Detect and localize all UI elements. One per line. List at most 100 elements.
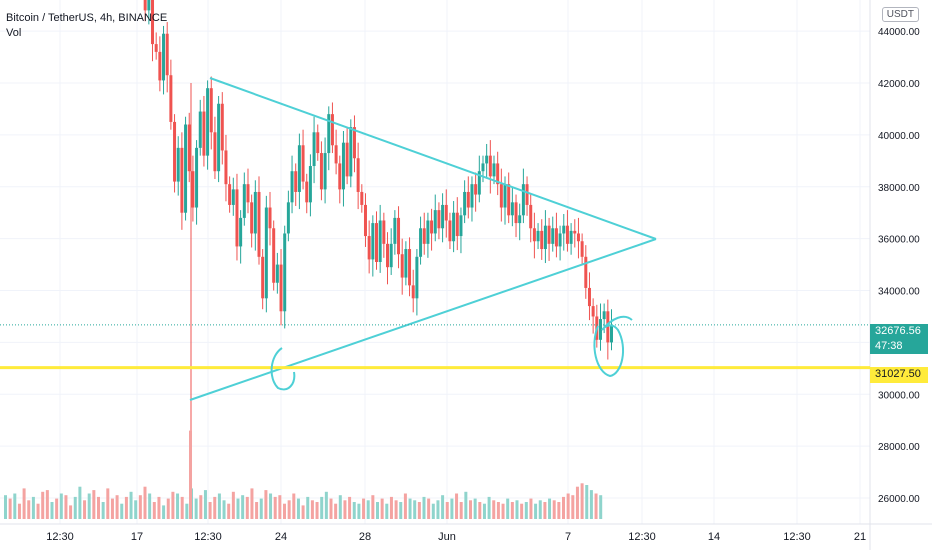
volume-bar xyxy=(45,490,49,519)
candle-body xyxy=(393,217,397,244)
candle-body xyxy=(510,202,514,216)
volume-bar xyxy=(241,495,245,519)
volume-bar xyxy=(594,493,598,519)
volume-bar xyxy=(506,498,510,519)
volume-bar xyxy=(571,495,575,519)
candle-body xyxy=(272,228,276,283)
candle-body xyxy=(231,189,235,205)
volume-bar xyxy=(450,498,454,519)
candle-body xyxy=(169,75,173,122)
candle-body xyxy=(151,0,155,45)
volume-bar xyxy=(487,496,491,519)
candle-body xyxy=(580,241,584,257)
annotation-circle-left[interactable] xyxy=(270,347,296,391)
y-tick-label: 34000.00 xyxy=(878,287,920,298)
volume-bar xyxy=(329,498,333,519)
candle-body xyxy=(220,103,224,151)
volume-bar xyxy=(22,488,26,519)
triangle-lower-trendline[interactable] xyxy=(189,238,657,401)
candle-body xyxy=(536,230,540,242)
triangle-upper-trendline[interactable] xyxy=(209,77,657,240)
volume-bar xyxy=(357,503,361,519)
candle-body xyxy=(301,145,305,182)
candle-body xyxy=(224,150,228,185)
x-tick-label: 12:30 xyxy=(194,531,222,543)
candle-body xyxy=(547,225,551,244)
volume-bar xyxy=(310,500,314,519)
candle-body xyxy=(386,243,390,268)
currency-unit-badge[interactable]: USDT xyxy=(881,7,919,22)
candle-body xyxy=(367,236,371,260)
candle-body xyxy=(400,254,404,278)
volume-bar xyxy=(320,496,324,519)
candle-body xyxy=(312,132,316,167)
volume-bar xyxy=(189,430,192,519)
candle-body xyxy=(466,191,470,208)
volume-bar xyxy=(599,495,603,519)
volume-bar xyxy=(124,496,128,519)
volume-bar xyxy=(166,498,170,519)
candle-body xyxy=(437,210,441,229)
volume-bar xyxy=(129,491,133,519)
volume-bar xyxy=(362,498,366,519)
candle-body xyxy=(492,163,496,177)
volume-bar xyxy=(520,503,524,519)
volume-bar xyxy=(348,496,352,519)
volume-bar xyxy=(157,496,161,519)
y-tick-label: 36000.00 xyxy=(878,235,920,246)
y-tick-label: 44000.00 xyxy=(878,27,920,38)
candle-body xyxy=(610,324,613,343)
candle-body xyxy=(338,163,342,190)
volume-bar xyxy=(524,502,528,519)
volume-bar xyxy=(580,483,584,519)
candle-body xyxy=(154,44,158,52)
volume-bar xyxy=(106,488,110,519)
volume-bar xyxy=(213,496,217,519)
volume-bar xyxy=(143,486,147,519)
annotation-circle-right[interactable] xyxy=(593,315,633,378)
candle-body xyxy=(521,184,525,216)
candle-body xyxy=(422,228,426,244)
volume-bar xyxy=(557,502,561,519)
current-price-value: 32676.56 xyxy=(875,325,921,337)
volume-indicator-label[interactable]: Vol xyxy=(6,27,22,39)
volume-bar xyxy=(529,498,533,519)
candle-body xyxy=(430,220,434,234)
volume-bar xyxy=(315,502,319,519)
volume-bar xyxy=(273,496,277,519)
candle-body xyxy=(176,147,180,182)
candle-body xyxy=(463,191,467,216)
volume-bar xyxy=(334,503,338,519)
volume-bar xyxy=(69,505,73,519)
candle-body xyxy=(470,184,474,208)
candle-body xyxy=(404,249,408,278)
volume-bar xyxy=(548,498,552,519)
volume-bar xyxy=(408,498,412,519)
candle-body xyxy=(371,223,375,260)
y-tick-label: 42000.00 xyxy=(878,79,920,90)
candle-body xyxy=(294,171,298,192)
volume-bar xyxy=(222,500,226,519)
volume-bar xyxy=(371,495,375,519)
candle-body xyxy=(143,0,147,11)
volume-bar xyxy=(115,495,119,519)
candle-body xyxy=(474,184,478,195)
candle-body xyxy=(382,220,386,244)
candle-body xyxy=(198,111,202,148)
volume-bar xyxy=(417,502,421,519)
candle-body xyxy=(195,147,199,208)
volume-bar xyxy=(180,496,184,519)
volume-bar xyxy=(324,491,328,519)
volume-bar xyxy=(78,486,82,519)
candle-body xyxy=(356,158,360,192)
candle-body xyxy=(147,0,151,11)
volume-bar xyxy=(278,495,282,519)
volume-bar xyxy=(162,505,166,519)
candle-body xyxy=(187,124,191,172)
volume-bar xyxy=(134,500,138,519)
volume-bar xyxy=(203,490,207,519)
volume-bar xyxy=(510,502,514,519)
candle-body xyxy=(591,306,595,317)
candle-body xyxy=(191,171,195,208)
